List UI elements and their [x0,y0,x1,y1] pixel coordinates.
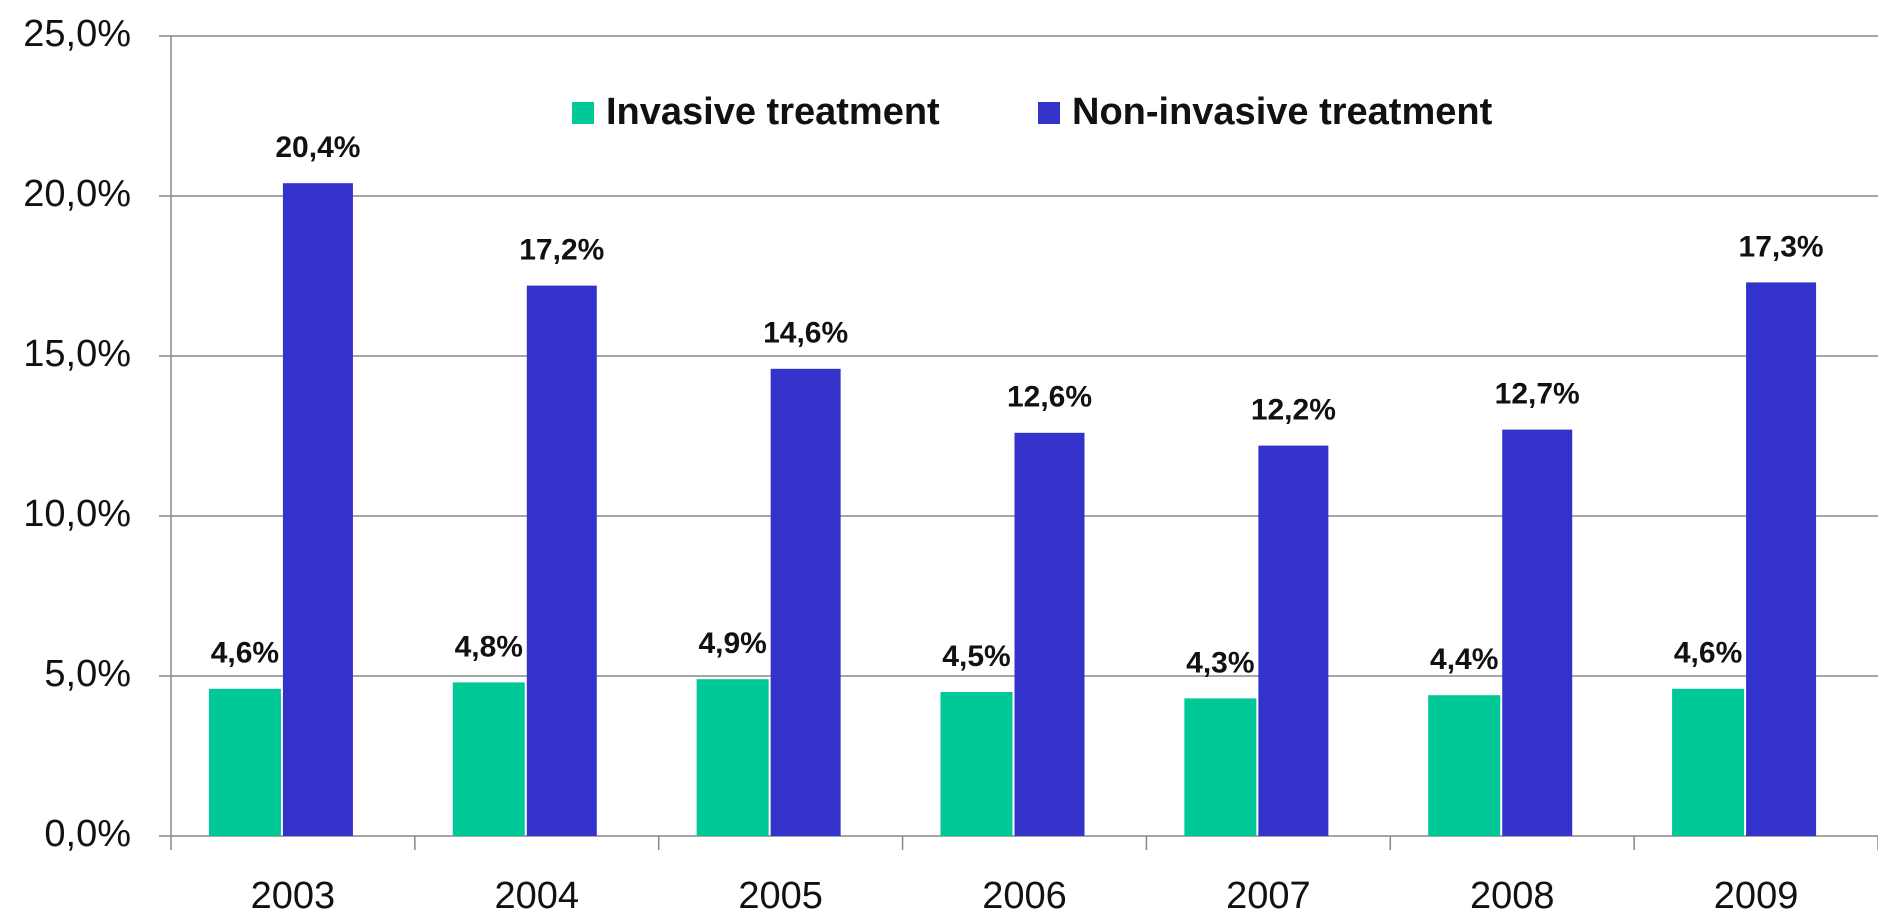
value-label: 4,8% [455,630,523,663]
bar [1014,432,1085,836]
legend-swatch [572,102,594,124]
legend-label: Non-invasive treatment [1072,91,1493,133]
legend-label: Invasive treatment [606,91,940,133]
x-tick-label: 2009 [1714,875,1799,917]
bar [1428,695,1501,836]
value-label: 4,9% [698,627,766,660]
bar [1258,445,1329,836]
bar [1672,688,1745,836]
value-label: 4,6% [1674,637,1742,670]
value-label: 4,3% [1186,646,1254,679]
y-tick-label: 15,0% [23,333,131,375]
y-tick-label: 10,0% [23,493,131,535]
bar [282,183,353,836]
bar [1502,429,1573,836]
x-tick-label: 2004 [495,875,580,917]
value-label: 12,2% [1251,394,1336,427]
value-label: 12,7% [1495,378,1580,411]
x-tick-label: 2003 [251,875,336,917]
value-label: 20,4% [275,131,360,164]
y-tick-label: 0,0% [44,813,131,855]
value-label: 4,6% [211,637,279,670]
y-tick-label: 5,0% [44,653,131,695]
bar [1746,282,1817,836]
value-label: 4,5% [942,640,1010,673]
x-tick-label: 2005 [738,875,823,917]
bar [770,368,841,836]
bar [696,679,769,836]
bar [208,688,281,836]
y-tick-label: 25,0% [23,13,131,55]
value-label: 17,3% [1739,230,1824,263]
value-label: 4,4% [1430,643,1498,676]
bar [526,285,597,837]
value-label: 12,6% [1007,381,1092,414]
bar [940,692,1013,836]
y-tick-label: 20,0% [23,173,131,215]
value-label: 14,6% [763,317,848,350]
legend-swatch [1038,102,1060,124]
x-tick-label: 2008 [1470,875,1555,917]
bar [452,682,525,836]
bar [1184,698,1257,836]
x-tick-label: 2007 [1226,875,1311,917]
x-tick-label: 2006 [982,875,1067,917]
value-label: 17,2% [519,234,604,267]
